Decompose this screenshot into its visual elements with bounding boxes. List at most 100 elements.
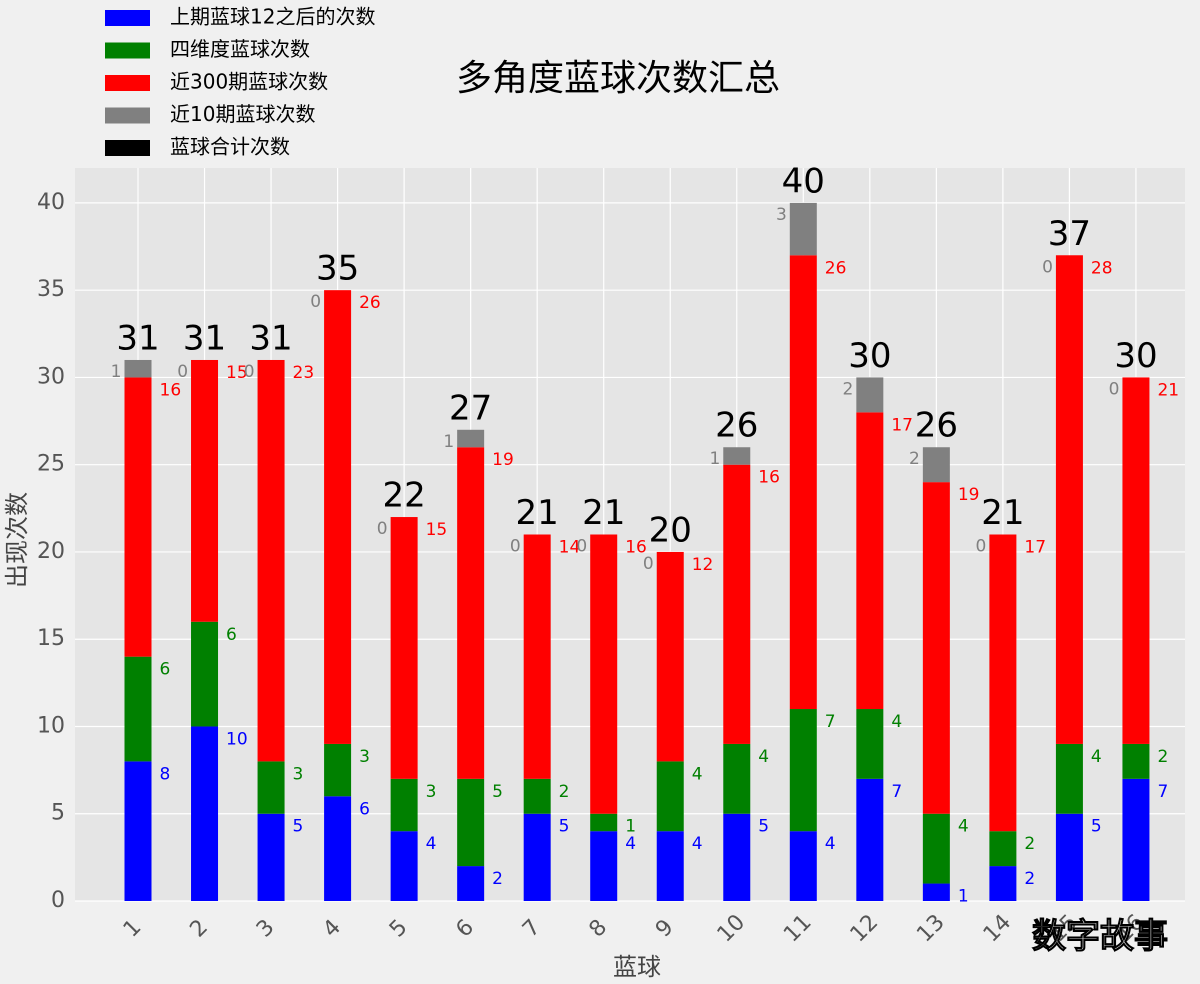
value-label: 12 (692, 555, 714, 575)
bar-segment (191, 621, 219, 727)
value-label: 5 (559, 817, 570, 837)
bar-segment (1055, 813, 1083, 901)
value-label: 2 (492, 869, 503, 889)
value-label: 6 (359, 799, 370, 819)
bar-segment (124, 359, 152, 378)
legend-label: 四维度蓝球次数 (170, 37, 310, 61)
bar-segment (723, 813, 751, 901)
value-label: 1 (111, 362, 122, 382)
bar-segment (989, 831, 1017, 867)
y-tick-label: 25 (37, 452, 65, 477)
value-label: 15 (426, 520, 448, 540)
x-tick-label: 12 (846, 910, 883, 947)
x-tick-label: 2 (185, 915, 213, 943)
bar-segment (789, 202, 817, 256)
value-label: 16 (625, 538, 647, 558)
value-label: 6 (160, 660, 171, 680)
value-label: 3 (293, 764, 304, 784)
bar-segment (789, 255, 817, 710)
value-label: 5 (293, 817, 304, 837)
bar-segment (922, 813, 950, 884)
total-label: 21 (981, 493, 1024, 533)
bar-segment (124, 761, 152, 901)
chart-title: 多角度蓝球次数汇总 (456, 58, 780, 99)
total-label: 31 (116, 318, 159, 358)
value-label: 17 (891, 415, 913, 435)
value-label: 4 (891, 712, 902, 732)
value-label: 1 (709, 449, 720, 469)
bar-segment (390, 831, 418, 901)
bar-segment (324, 290, 352, 744)
value-label: 4 (692, 764, 703, 784)
value-label: 2 (843, 379, 854, 399)
legend-label: 近10期蓝球次数 (170, 102, 315, 126)
total-label: 30 (1114, 336, 1157, 376)
x-tick-label: 8 (585, 915, 613, 943)
value-label: 3 (359, 747, 370, 767)
value-label: 8 (160, 764, 171, 784)
value-label: 5 (492, 782, 503, 802)
value-label: 4 (625, 834, 636, 854)
total-label: 30 (848, 336, 891, 376)
value-label: 23 (293, 363, 315, 383)
bar-segment (789, 831, 817, 901)
bar-segment (523, 813, 551, 901)
legend-swatch (105, 107, 150, 124)
legend-label: 上期蓝球12之后的次数 (170, 5, 375, 29)
bar-segment (124, 377, 152, 657)
y-tick-label: 5 (51, 801, 65, 826)
value-label: 4 (758, 747, 769, 767)
bar-segment (1122, 377, 1150, 744)
value-label: 2 (1024, 834, 1035, 854)
total-label: 22 (382, 476, 425, 516)
value-label: 4 (426, 834, 437, 854)
value-label: 17 (1024, 538, 1046, 558)
legend-swatch (105, 42, 150, 59)
bar-segment (523, 778, 551, 814)
value-label: 4 (692, 834, 703, 854)
value-label: 5 (1091, 817, 1102, 837)
value-label: 4 (958, 817, 969, 837)
bar-segment (191, 359, 219, 622)
bar-segment (856, 778, 884, 901)
bar-segment (723, 447, 751, 465)
x-tick-label: 14 (979, 910, 1016, 947)
value-label: 3 (776, 205, 787, 225)
bar-segment (723, 743, 751, 814)
value-label: 2 (1024, 869, 1035, 889)
y-tick-label: 30 (37, 364, 65, 389)
x-tick-label: 13 (912, 910, 949, 947)
value-label: 16 (160, 380, 182, 400)
bar-segment (257, 813, 285, 901)
bar-segment (457, 778, 485, 867)
value-label: 7 (825, 712, 836, 732)
total-label: 27 (449, 388, 492, 428)
value-label: 0 (1042, 257, 1053, 277)
bar-segment (1055, 255, 1083, 744)
value-label: 2 (559, 782, 570, 802)
value-label: 26 (825, 258, 847, 278)
value-label: 6 (226, 625, 237, 645)
bar-segment (1122, 743, 1150, 779)
value-label: 0 (576, 537, 587, 557)
bar-segment (1055, 743, 1083, 814)
y-tick-label: 0 (51, 888, 65, 913)
bar-segment (856, 412, 884, 710)
value-label: 0 (177, 362, 188, 382)
value-label: 26 (359, 293, 381, 313)
value-label: 15 (226, 363, 248, 383)
bar-segment (191, 726, 219, 901)
total-label: 40 (782, 161, 825, 201)
value-label: 0 (1109, 379, 1120, 399)
bar-segment (590, 831, 618, 901)
total-label: 26 (715, 406, 758, 446)
legend-label: 近300期蓝球次数 (170, 70, 328, 94)
value-label: 28 (1091, 258, 1113, 278)
bar-segment (590, 534, 618, 814)
bar-segment (989, 534, 1017, 832)
value-label: 1 (625, 817, 636, 837)
bar-segment (457, 866, 485, 901)
value-label: 0 (510, 537, 521, 557)
x-tick-label: 7 (518, 915, 546, 943)
